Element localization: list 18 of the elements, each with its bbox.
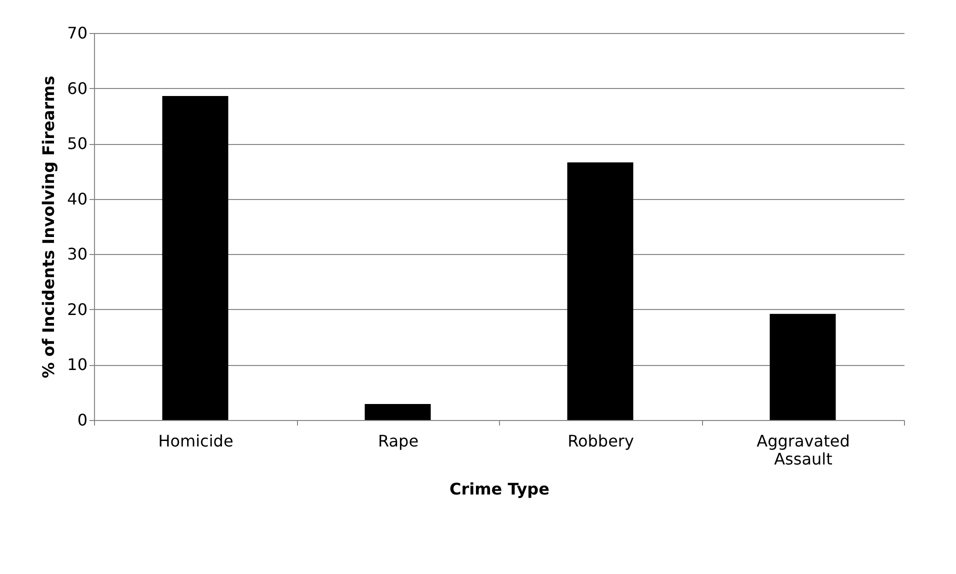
x-axis-title: Crime Type [450, 480, 550, 498]
y-tick-label: 20 [67, 300, 88, 319]
x-tick-label: Aggravated Assault [756, 432, 850, 468]
y-tick-label: 60 [67, 78, 88, 98]
y-tick-label: 10 [67, 355, 88, 374]
x-tick-label: Homicide [158, 432, 234, 450]
y-tick-label: 70 [67, 24, 88, 42]
x-tick-label: Rape [378, 432, 419, 450]
x-tick-label: Robbery [568, 432, 634, 450]
bar [364, 404, 431, 420]
y-tick-label: 40 [67, 189, 88, 208]
y-tick-label: 30 [67, 244, 88, 264]
y-axis-title: % of Incidents Involving Firearms [39, 76, 58, 378]
bar [567, 162, 634, 420]
y-tick-label: 50 [67, 134, 88, 154]
bar [770, 314, 836, 420]
bar [162, 96, 228, 420]
y-tick-label: 0 [77, 410, 88, 430]
